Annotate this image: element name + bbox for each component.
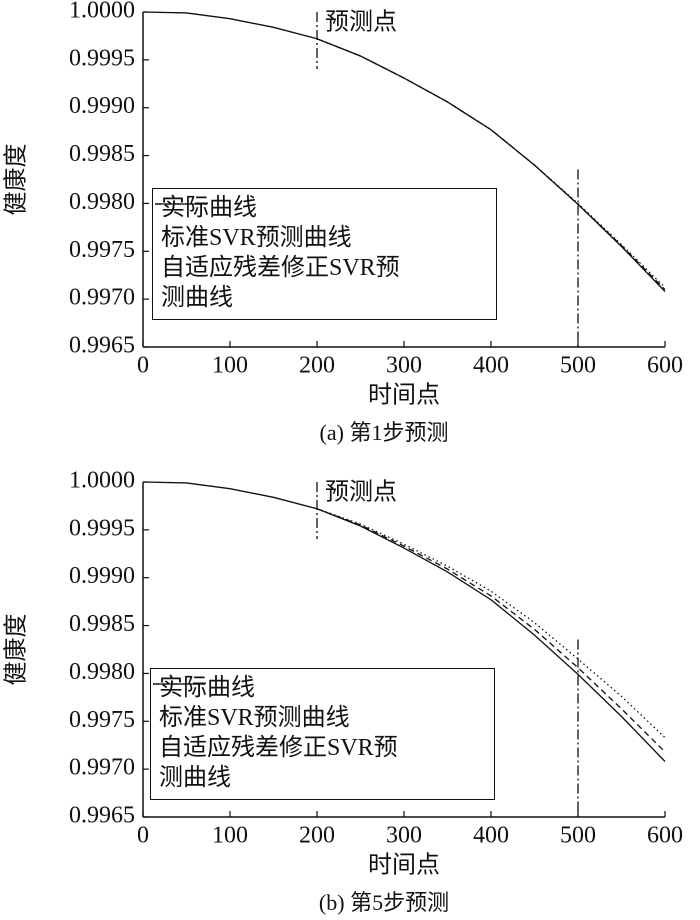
x-tick-label: 0 (137, 823, 149, 849)
y-tick-label: 0.9995 (69, 515, 135, 541)
x-tick-label: 500 (560, 353, 596, 379)
x-axis-label: 时间点 (368, 382, 440, 409)
series-line (142, 481, 666, 762)
legend-entry: 自适应残差修正SVR预测曲线 (153, 683, 486, 793)
x-tick-label: 100 (212, 353, 248, 379)
y-tick-label: 0.9975 (69, 237, 135, 263)
y-tick-label: 0.9965 (69, 803, 135, 829)
legend-label: 标准SVR预测曲线 (161, 225, 352, 251)
legend-entry: 标准SVR预测曲线 (153, 683, 486, 733)
y-axis-label: 健康度 (3, 144, 30, 216)
legend-label: 实际曲线 (159, 675, 255, 701)
x-tick-label: 600 (647, 823, 683, 849)
y-tick-label: 0.9975 (69, 707, 135, 733)
x-tick-label: 100 (212, 823, 248, 849)
y-tick-label: 0.9970 (69, 755, 135, 781)
annotation: 预测点 (325, 9, 397, 36)
legend-label: 实际曲线 (161, 195, 257, 221)
legend-label: 自适应残差修正SVR预测曲线 (159, 735, 398, 791)
legend-entry: 实际曲线 (155, 193, 488, 223)
series-line (316, 508, 666, 753)
y-tick-label: 0.9990 (69, 563, 135, 589)
y-tick-label: 0.9980 (69, 189, 135, 215)
legend-label: 标准SVR预测曲线 (159, 705, 350, 731)
y-tick-label: 1.0000 (69, 468, 135, 494)
y-tick-label: 0.9990 (69, 93, 135, 119)
y-tick-label: 0.9970 (69, 285, 135, 311)
y-tick-label: 0.9965 (69, 333, 135, 359)
y-tick-label: 1.0000 (69, 0, 135, 24)
legend-label: 自适应残差修正SVR预测曲线 (161, 255, 400, 311)
legend: 实际曲线标准SVR预测曲线自适应残差修正SVR预测曲线 (152, 188, 497, 320)
x-tick-label: 300 (386, 353, 422, 379)
x-tick-label: 400 (473, 823, 509, 849)
legend-swatch (155, 203, 207, 205)
caption: (a) 第1步预测 (320, 420, 449, 445)
x-tick-label: 500 (560, 823, 596, 849)
x-tick-label: 200 (299, 353, 335, 379)
legend-entry: 标准SVR预测曲线 (155, 203, 488, 253)
x-axis-label: 时间点 (368, 852, 440, 879)
y-axis-label: 健康度 (3, 614, 30, 686)
x-tick-label: 400 (473, 353, 509, 379)
x-tick-label: 600 (647, 353, 683, 379)
y-tick-label: 0.9980 (69, 659, 135, 685)
y-tick-label: 0.9985 (69, 611, 135, 637)
y-tick-label: 0.9985 (69, 141, 135, 167)
x-tick-label: 300 (386, 823, 422, 849)
legend-entry: 自适应残差修正SVR预测曲线 (155, 203, 488, 313)
caption: (b) 第5步预测 (319, 890, 449, 915)
x-tick-label: 200 (299, 823, 335, 849)
legend-entry: 实际曲线 (153, 673, 486, 703)
legend: 实际曲线标准SVR预测曲线自适应残差修正SVR预测曲线 (150, 668, 495, 800)
legend-swatch (153, 683, 205, 685)
series-line (316, 38, 666, 291)
x-tick-label: 0 (137, 353, 149, 379)
annotation: 预测点 (325, 479, 397, 506)
y-tick-label: 0.9995 (69, 45, 135, 71)
